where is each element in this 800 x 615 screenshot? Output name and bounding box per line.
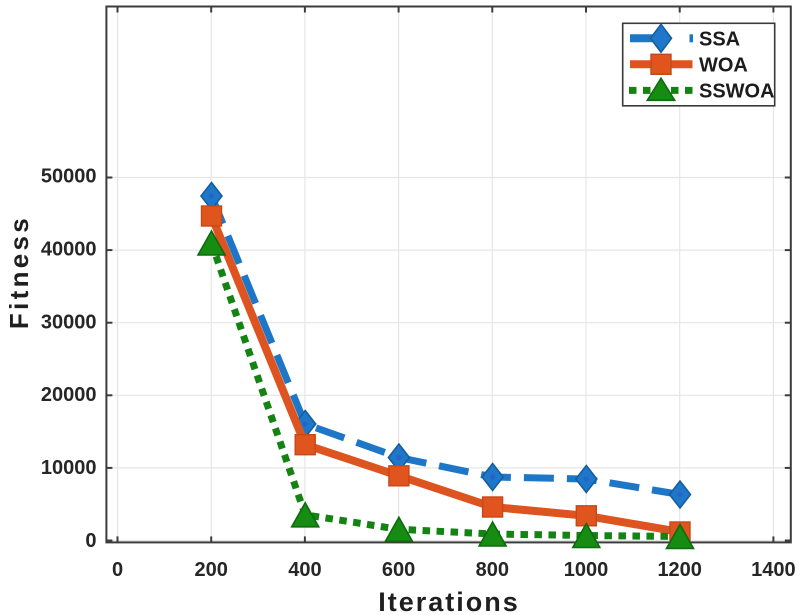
svg-text:10000: 10000 [41, 457, 97, 479]
svg-text:30000: 30000 [41, 311, 97, 333]
svg-text:0: 0 [85, 530, 96, 552]
svg-text:1200: 1200 [657, 559, 702, 581]
svg-text:600: 600 [382, 559, 415, 581]
svg-text:800: 800 [476, 559, 509, 581]
svg-text:Fitness: Fitness [4, 215, 34, 329]
svg-text:SSWOA: SSWOA [699, 80, 775, 102]
svg-text:400: 400 [288, 559, 321, 581]
svg-text:WOA: WOA [699, 54, 748, 76]
svg-text:20000: 20000 [41, 384, 97, 406]
svg-text:Iterations: Iterations [378, 587, 520, 615]
svg-text:SSA: SSA [699, 28, 740, 50]
svg-text:1000: 1000 [564, 559, 609, 581]
svg-text:1400: 1400 [751, 559, 796, 581]
svg-text:200: 200 [195, 559, 228, 581]
svg-text:40000: 40000 [41, 238, 97, 260]
svg-text:0: 0 [112, 559, 123, 581]
svg-text:50000: 50000 [41, 166, 97, 188]
